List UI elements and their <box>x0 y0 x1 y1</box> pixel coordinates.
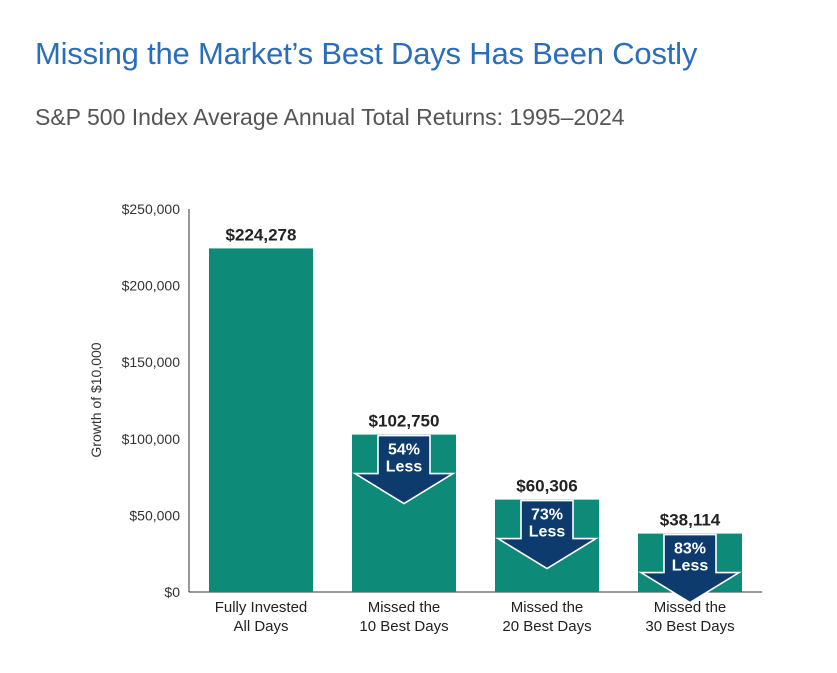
x-tick-label-line1: Missed the <box>511 599 584 616</box>
bar-value-label: $38,114 <box>660 511 721 530</box>
y-tick-label: $50,000 <box>129 507 180 523</box>
y-tick-label: $150,000 <box>122 354 181 370</box>
bar-group: $224,278 <box>209 225 313 592</box>
y-tick-label: $200,000 <box>122 278 181 294</box>
y-tick-label: $250,000 <box>122 201 181 217</box>
arrow-less-label: Less <box>672 558 709 575</box>
chart-title: Missing the Market’s Best Days Has Been … <box>35 36 698 71</box>
x-tick-label-line2: 10 Best Days <box>359 618 448 635</box>
arrow-percent-label: 54% <box>388 442 420 459</box>
down-arrow-icon <box>638 533 742 604</box>
y-axis-label: Growth of $10,000 <box>88 342 104 457</box>
bars-group: $224,278$102,75054%Less$60,30673%Less$38… <box>209 225 742 604</box>
y-tick-label: $0 <box>164 584 180 600</box>
x-tick-label-line2: All Days <box>233 618 288 635</box>
x-axis-labels: Fully Invested All Days Missed the 10 Best … <box>215 599 735 635</box>
arrow-percent-label: 73% <box>531 507 563 524</box>
y-tick-label: $100,000 <box>122 431 181 447</box>
bar-group: $38,114 83%Less <box>638 511 742 604</box>
down-arrow-icon <box>495 499 599 570</box>
x-tick-label-line2: 30 Best Days <box>645 618 734 635</box>
down-arrow-icon <box>352 434 456 505</box>
bar-group: $60,306 73%Less <box>495 477 599 592</box>
x-tick-label-line1: Missed the <box>654 599 727 616</box>
bar <box>209 248 313 592</box>
y-axis: $0 $50,000 $100,000 $150,000 $200,000 $250,00… <box>122 201 762 600</box>
bar-group: $102,750 54%Less <box>352 412 456 592</box>
x-tick-label-line2: 20 Best Days <box>502 618 591 635</box>
arrow-less-label: Less <box>529 524 566 541</box>
arrow-percent-label: 83% <box>674 541 706 558</box>
chart-subtitle: S&P 500 Index Average Annual Total Retur… <box>35 104 625 130</box>
x-tick-label-line1: Fully Invested <box>215 599 308 616</box>
bar-value-label: $102,750 <box>369 412 440 431</box>
arrow-less-label: Less <box>386 459 423 476</box>
bar-value-label: $60,306 <box>516 477 577 496</box>
bar-value-label: $224,278 <box>226 225 297 244</box>
x-tick-label-line1: Missed the <box>368 599 441 616</box>
